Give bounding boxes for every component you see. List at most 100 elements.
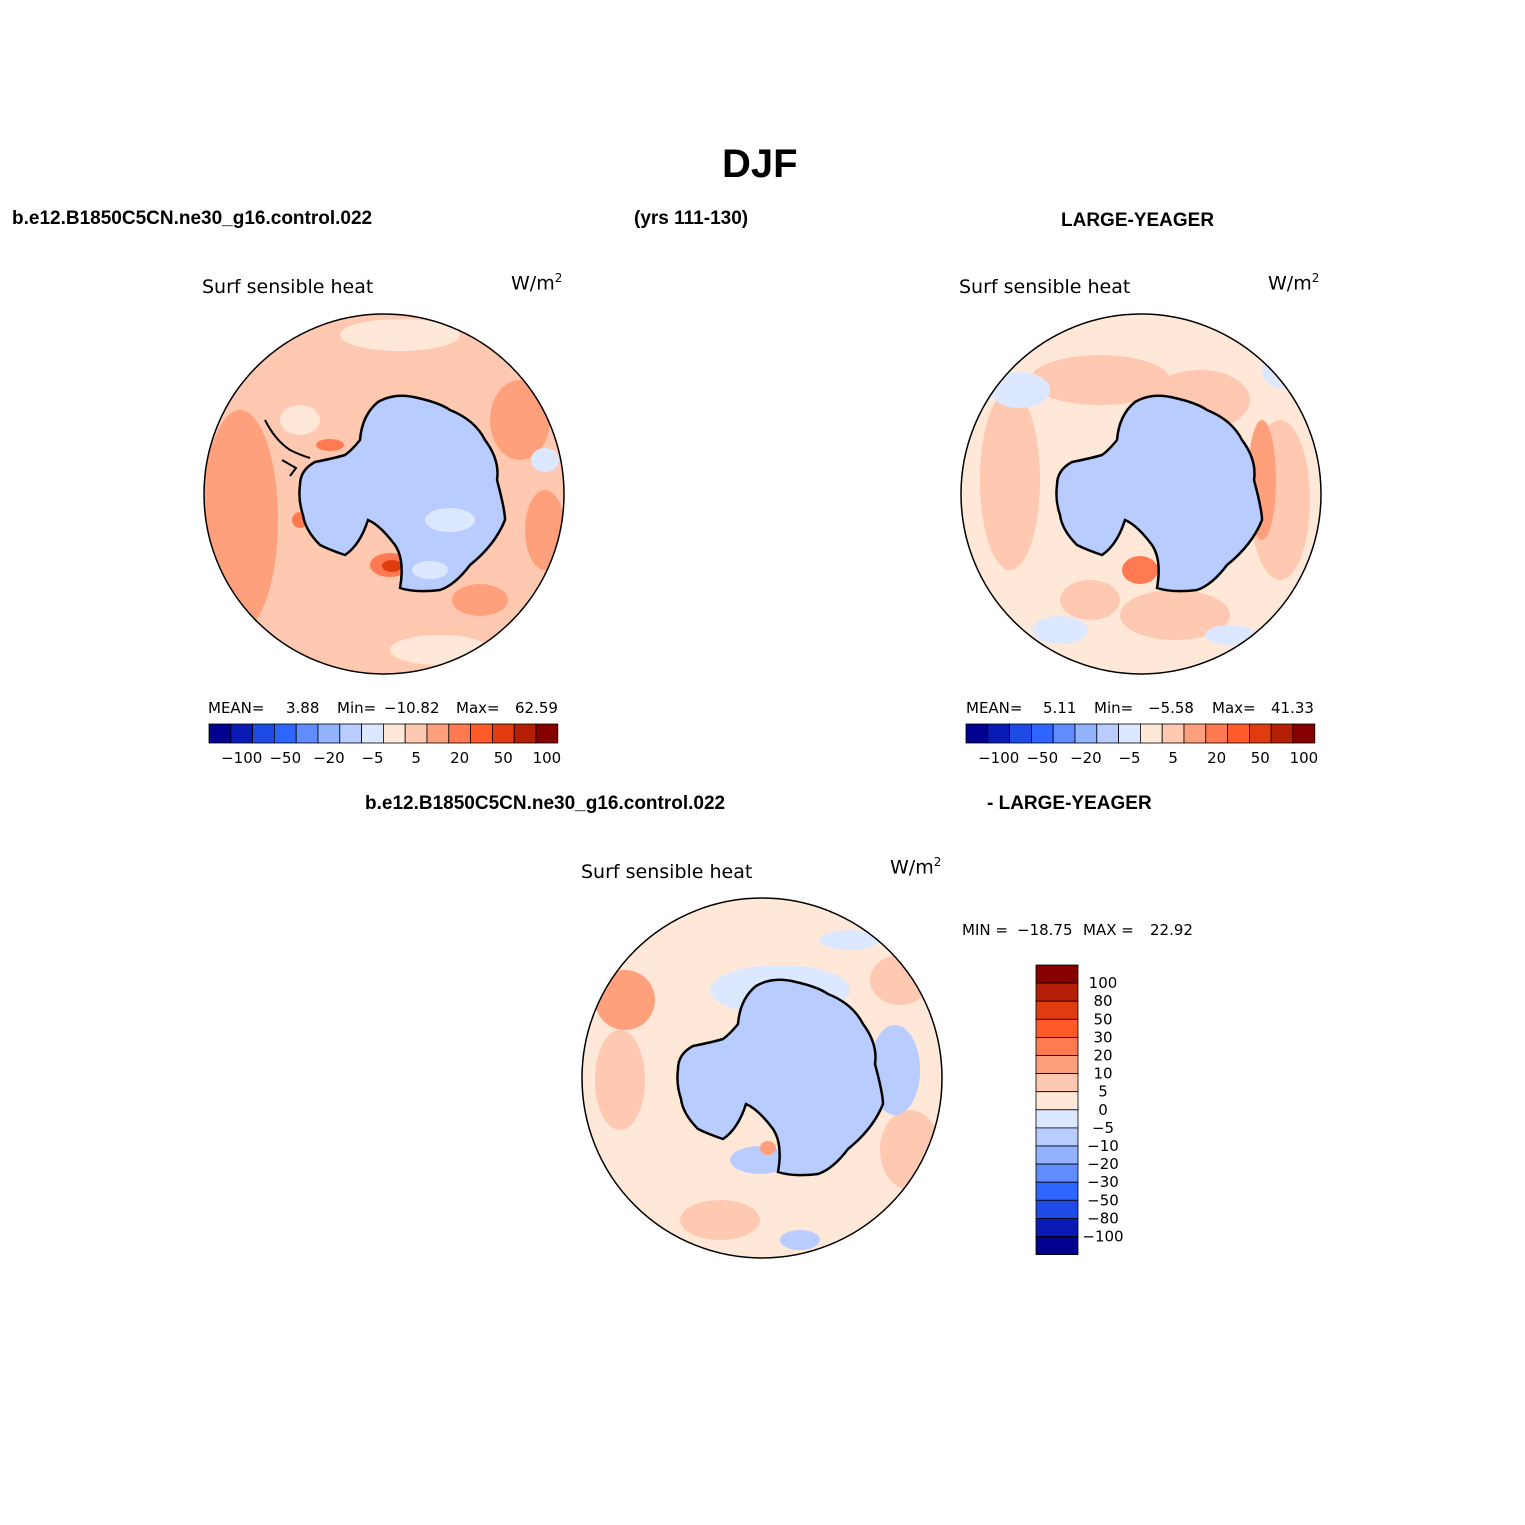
- panel1-colorbar-swatch: [448, 723, 471, 744]
- panel3-colorbar-swatch: [1035, 964, 1079, 984]
- panel1-map: [203, 313, 565, 675]
- panel3-colorbar-tick-label: 10: [1093, 1065, 1112, 1083]
- panel2-colorbar-swatch: [1009, 723, 1032, 744]
- panel1-colorbar-swatch: [535, 723, 559, 744]
- panel1-colorbar-tick-label: −5: [361, 749, 383, 767]
- panel2-map: [960, 313, 1322, 675]
- panel3-max-value: 22.92: [1150, 921, 1193, 939]
- panel2-colorbar-swatch: [1052, 723, 1076, 744]
- panel2-max-label: Max=: [1212, 699, 1256, 717]
- panel1-mean-label: MEAN=: [208, 699, 265, 717]
- panel2-colorbar-tick-label: −100: [978, 749, 1019, 767]
- panel3-colorbar-swatch: [1035, 1218, 1079, 1237]
- panel1-colorbar-swatch: [382, 723, 406, 744]
- panel2-colorbar-swatch: [1140, 723, 1163, 744]
- years-label: (yrs 111-130): [634, 208, 749, 229]
- panel1-colorbar-swatch: [513, 723, 537, 744]
- panel1-max-value: 62.59: [515, 699, 558, 717]
- panel1-colorbar-tick-label: −100: [221, 749, 262, 767]
- panel3-colorbar-tick-label: −50: [1087, 1191, 1119, 1209]
- panel1-colorbar-swatch: [317, 723, 341, 744]
- panel1-colorbar-swatch: [426, 723, 450, 744]
- panel3-colorbar-swatch: [1035, 1236, 1079, 1256]
- panel3-colorbar-swatch: [1035, 1109, 1079, 1129]
- panel2-variable-label: Surf sensible heat: [959, 276, 1131, 298]
- panel1-colorbar-swatch: [295, 723, 319, 744]
- panel2-colorbar-swatch: [1227, 723, 1250, 744]
- panel2-colorbar-swatch: [1183, 723, 1207, 744]
- panel3-colorbar-tick-label: −5: [1092, 1119, 1114, 1137]
- panel3-colorbar-tick-label: −100: [1082, 1228, 1123, 1246]
- panel3-colorbar-swatch: [1035, 1181, 1079, 1201]
- panel2-units-label: W/m2: [1268, 271, 1320, 295]
- case-name-label: b.e12.B1850C5CN.ne30_g16.control.022: [12, 208, 373, 229]
- panel2-colorbar-tick-label: 20: [1207, 749, 1226, 767]
- panel2-colorbar-tick-label: 50: [1251, 749, 1270, 767]
- panel2-colorbar-swatch: [1118, 723, 1141, 744]
- panel2-colorbar-swatch: [1270, 723, 1294, 744]
- panel1-min-value: −10.82: [384, 699, 440, 717]
- diff-obs-name-label: - LARGE-YEAGER: [987, 793, 1152, 814]
- panel3-colorbar-swatch: [1035, 1145, 1079, 1165]
- panel2-min-label: Min=: [1094, 699, 1134, 717]
- panel3-colorbar-tick-label: 20: [1093, 1047, 1112, 1065]
- panel1-min-label: Min=: [337, 699, 377, 717]
- panel1-mean-value: 3.88: [286, 699, 320, 717]
- panel1-colorbar-swatch: [339, 723, 362, 744]
- panel2-max-value: 41.33: [1271, 699, 1314, 717]
- panel2-colorbar-swatch: [965, 723, 989, 744]
- panel3-colorbar-tick-label: −20: [1087, 1155, 1119, 1173]
- panel1-colorbar: −100 −50 −20 −5 5 20 50 100: [208, 723, 562, 767]
- panel1-colorbar-tick-label: −20: [313, 749, 345, 767]
- panel2-colorbar-tick-label: −5: [1118, 749, 1140, 767]
- panel2-colorbar-swatch: [1292, 723, 1316, 744]
- panel2-colorbar-swatch: [1161, 723, 1185, 744]
- panel2-colorbar-swatch: [1096, 723, 1120, 744]
- panel3-map: [581, 897, 943, 1259]
- panel3-colorbar-swatch: [1035, 1037, 1079, 1056]
- panel2-min-value: −5.58: [1148, 699, 1194, 717]
- panel3-colorbar-swatch: [1035, 1127, 1079, 1147]
- panel2-colorbar: −100 −50 −20 −5 5 20 50 100: [965, 723, 1319, 767]
- panel2-colorbar-swatch: [1205, 723, 1229, 744]
- panel1-colorbar-swatch: [404, 723, 428, 744]
- panel3-colorbar-swatch: [1035, 1163, 1079, 1183]
- panel1-variable-label: Surf sensible heat: [202, 276, 374, 298]
- panel2-colorbar-tick-label: 100: [1290, 749, 1319, 767]
- panel3-colorbar-tick-label: 30: [1093, 1028, 1112, 1046]
- panel2-colorbar-swatch: [1031, 723, 1054, 744]
- diff-case-name-label: b.e12.B1850C5CN.ne30_g16.control.022: [365, 793, 726, 814]
- panel1-colorbar-tick-label: 5: [411, 749, 421, 767]
- panel3-colorbar-swatch: [1035, 1018, 1079, 1038]
- panel3-colorbar-tick-label: −30: [1087, 1173, 1119, 1191]
- obs-name-label: LARGE-YEAGER: [1061, 210, 1215, 231]
- panel2-colorbar-swatch: [1249, 723, 1272, 744]
- panel1-colorbar-tick-label: 100: [533, 749, 562, 767]
- panel3-colorbar-tick-label: 5: [1098, 1083, 1108, 1101]
- panel3-colorbar-swatch: [1035, 1091, 1079, 1111]
- panel1-units-label: W/m2: [511, 271, 563, 295]
- panel3-colorbar-tick-label: 0: [1098, 1101, 1108, 1119]
- panel1-colorbar-swatch: [230, 723, 254, 744]
- panel2-mean-label: MEAN=: [966, 699, 1023, 717]
- panel1-colorbar-swatch: [361, 723, 384, 744]
- panel3-variable-label: Surf sensible heat: [581, 861, 753, 883]
- panel3-colorbar-swatch: [1035, 1000, 1079, 1020]
- panel3-max-label: MAX =: [1083, 921, 1134, 939]
- panel1-colorbar-swatch: [208, 723, 232, 744]
- panel3-colorbar-swatch: [1035, 1073, 1079, 1093]
- panel1-colorbar-tick-label: 50: [494, 749, 513, 767]
- panel1-max-label: Max=: [456, 699, 500, 717]
- panel3-min-label: MIN =: [962, 921, 1008, 939]
- panel2-colorbar-tick-label: 5: [1168, 749, 1178, 767]
- panel3-colorbar-tick-label: −80: [1087, 1209, 1119, 1227]
- panel1-colorbar-tick-label: −50: [269, 749, 301, 767]
- panel3-colorbar-tick-label: 100: [1089, 974, 1118, 992]
- panel1-colorbar-swatch: [273, 723, 297, 744]
- panel1-colorbar-swatch: [470, 723, 493, 744]
- panel3-colorbar-tick-label: 80: [1093, 992, 1112, 1010]
- figure-title: DJF: [722, 142, 798, 186]
- panel3-colorbar-swatch: [1035, 982, 1079, 1002]
- panel3-units-label: W/m2: [890, 855, 942, 879]
